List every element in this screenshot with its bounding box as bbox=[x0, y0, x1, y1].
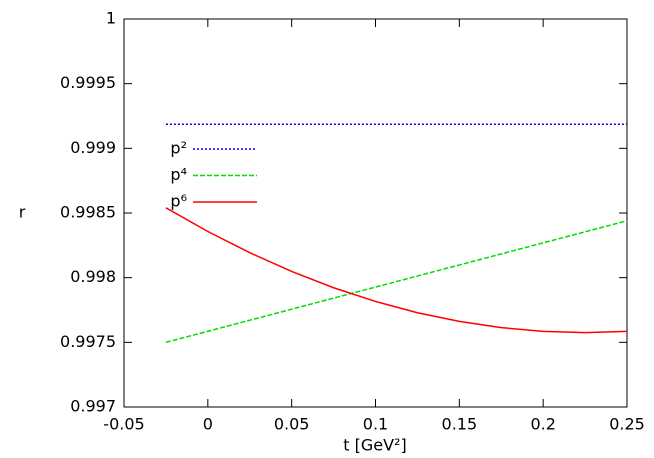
y-tick-label: 0.999 bbox=[70, 138, 116, 157]
series-line bbox=[165, 207, 628, 334]
y-tick-label: 0.9985 bbox=[60, 203, 116, 222]
x-tick-label: 0.05 bbox=[274, 415, 310, 434]
x-tick-label: -0.05 bbox=[103, 415, 144, 434]
y-tick-label: 0.998 bbox=[70, 267, 116, 286]
y-axis-label: r bbox=[19, 203, 26, 222]
y-tick-label: 0.997 bbox=[70, 397, 116, 416]
x-tick-label: 0.2 bbox=[530, 415, 555, 434]
plot-frame bbox=[123, 18, 628, 408]
x-tick-label: 0.1 bbox=[363, 415, 388, 434]
x-tick-label: 0.25 bbox=[609, 415, 645, 434]
y-tick-label: 0.9995 bbox=[60, 73, 116, 92]
series-line bbox=[165, 220, 628, 344]
legend-label: p⁶ bbox=[170, 192, 187, 211]
y-tick-label: 0.9975 bbox=[60, 332, 116, 351]
x-axis-label: t [GeV²] bbox=[343, 436, 406, 455]
y-tick-label: 1 bbox=[106, 9, 116, 28]
x-tick-label: 0.15 bbox=[442, 415, 478, 434]
x-tick-label: 0 bbox=[203, 415, 213, 434]
legend-label: p⁴ bbox=[170, 165, 187, 184]
legend-label: p² bbox=[170, 139, 187, 158]
